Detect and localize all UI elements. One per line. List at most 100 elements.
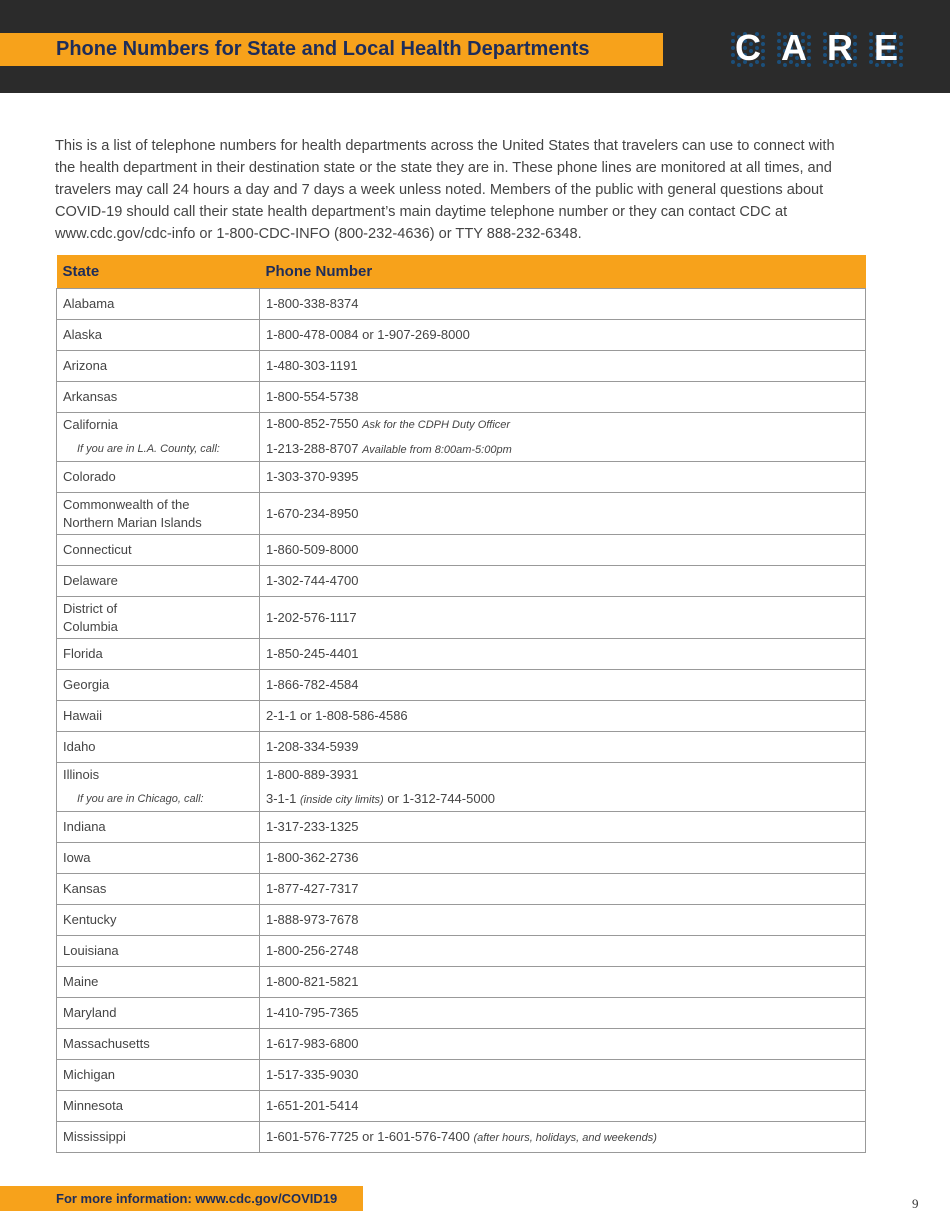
phone-line: 1-410-795-7365 [266,1004,859,1022]
state-name: Florida [63,646,103,661]
logo-dot [777,53,781,57]
logo-dot [881,39,885,43]
phone-cell: 1-480-303-1191 [259,350,866,382]
phone-cell: 2-1-1 or 1-808-586-4586 [259,700,866,732]
phone-number: 1-800-478-0084 or 1-907-269-8000 [266,327,470,342]
logo-dot [893,46,897,50]
logo-dot [829,56,833,60]
table-row: Louisiana 1-800-256-2748 [56,935,866,967]
state-name: District of [63,600,118,616]
phone-line: 1-800-338-8374 [266,295,859,313]
logo-dot [737,42,741,46]
phone-line: 1-601-576-7725 or 1-601-576-7400 (after … [266,1128,859,1147]
phone-cell: 1-670-234-8950 [259,492,866,535]
state-name: Colorado [63,469,116,484]
state-name: Kentucky [63,912,117,927]
logo-dot [841,63,845,67]
state-cell: Maryland [56,997,260,1029]
phone-line: 1-670-234-8950 [266,505,859,523]
logo-dot [893,32,897,36]
logo-dot [731,46,735,50]
phone-line: 1-877-427-7317 [266,880,859,898]
phone-note: (after hours, holidays, and weekends) [473,1131,657,1144]
logo-dot [801,39,805,43]
logo-dot [869,46,873,50]
logo-dot [783,56,787,60]
state-name: Delaware [63,573,118,588]
logo-dot [801,32,805,36]
phone-line: 1-303-370-9395 [266,468,859,486]
state-cell: Delaware [56,565,260,597]
logo-dot [777,60,781,64]
phone-line: 1-800-256-2748 [266,942,859,960]
logo-dot [853,42,857,46]
phone-cell: 1-800-889-3931 3-1-1 (inside city limits)… [259,762,866,812]
logo-dot [875,49,879,53]
phone-line: 1-202-576-1117 [266,609,859,627]
table-row: Alaska 1-800-478-0084 or 1-907-269-8000 [56,319,866,351]
logo-dot [789,46,793,50]
phone-line: 3-1-1 (inside city limits) or 1-312-744-… [266,790,859,809]
phone-number: 1-202-576-1117 [266,609,357,625]
logo-dot [853,49,857,53]
logo-dot [801,46,805,50]
logo-dot [743,39,747,43]
phone-number: 1-302-744-4700 [266,573,359,588]
phone-cell: 1-800-338-8374 [259,288,866,320]
logo-dot [807,42,811,46]
phone-cell: 1-800-362-2736 [259,842,866,874]
logo-dot [899,56,903,60]
phone-number: 1-213-288-8707 [266,441,359,456]
state-cell: Maine [56,966,260,998]
phone-number: 1-410-795-7365 [266,1005,359,1020]
state-name: Louisiana [63,943,119,958]
phone-line: 1-517-335-9030 [266,1066,859,1084]
logo-dot [783,63,787,67]
state-cell: Michigan [56,1059,260,1091]
phone-line: 1-888-973-7678 [266,911,859,929]
page-title: Phone Numbers for State and Local Health… [0,33,663,66]
phone-line: 1-651-201-5414 [266,1097,859,1115]
logo-dot [807,63,811,67]
logo-dot [893,60,897,64]
state-cell: Alaska [56,319,260,351]
phone-number: 1-800-554-5738 [266,389,359,404]
table-row: Arizona 1-480-303-1191 [56,350,866,382]
logo-letter: A [781,27,807,68]
phone-number: 1-317-233-1325 [266,819,359,834]
logo-dot [887,42,891,46]
phone-cell: 1-800-852-7550 Ask for the CDPH Duty Off… [259,412,866,462]
table-row: Alabama 1-800-338-8374 [56,288,866,320]
logo-dot [841,56,845,60]
phone-cell: 1-800-478-0084 or 1-907-269-8000 [259,319,866,351]
state-cell: Connecticut [56,534,260,566]
logo-dot [841,35,845,39]
state-name: Hawaii [63,708,103,723]
logo-dot [853,56,857,60]
table-row: Connecticut 1-860-509-8000 [56,534,866,566]
logo-dot [737,35,741,39]
phone-number: 3-1-1 [266,790,297,806]
state-name: Maryland [63,1005,117,1020]
phone-line: 1-317-233-1325 [266,818,859,836]
table-row: Idaho 1-208-334-5939 [56,731,866,763]
logo-dot [731,39,735,43]
logo-dot [783,49,787,53]
logo-dot [869,32,873,36]
phone-cell: 1-303-370-9395 [259,461,866,493]
phone-cell: 1-800-554-5738 [259,381,866,413]
logo-dot [755,32,759,36]
state-name: California [63,417,118,432]
phone-note: (inside city limits) [299,793,384,806]
phone-number: 1-800-256-2748 [266,943,359,958]
logo-dot [807,35,811,39]
logo-dot [795,63,799,67]
phone-line: 2-1-1 or 1-808-586-4586 [266,707,859,725]
state-cell: Arkansas [56,381,260,413]
logo-dot [887,63,891,67]
table-row: Kentucky 1-888-973-7678 [56,904,866,936]
table-row: Mississippi 1-601-576-7725 or 1-601-576-7… [56,1121,866,1153]
logo-dot [749,63,753,67]
state-cell: Alabama [56,288,260,320]
